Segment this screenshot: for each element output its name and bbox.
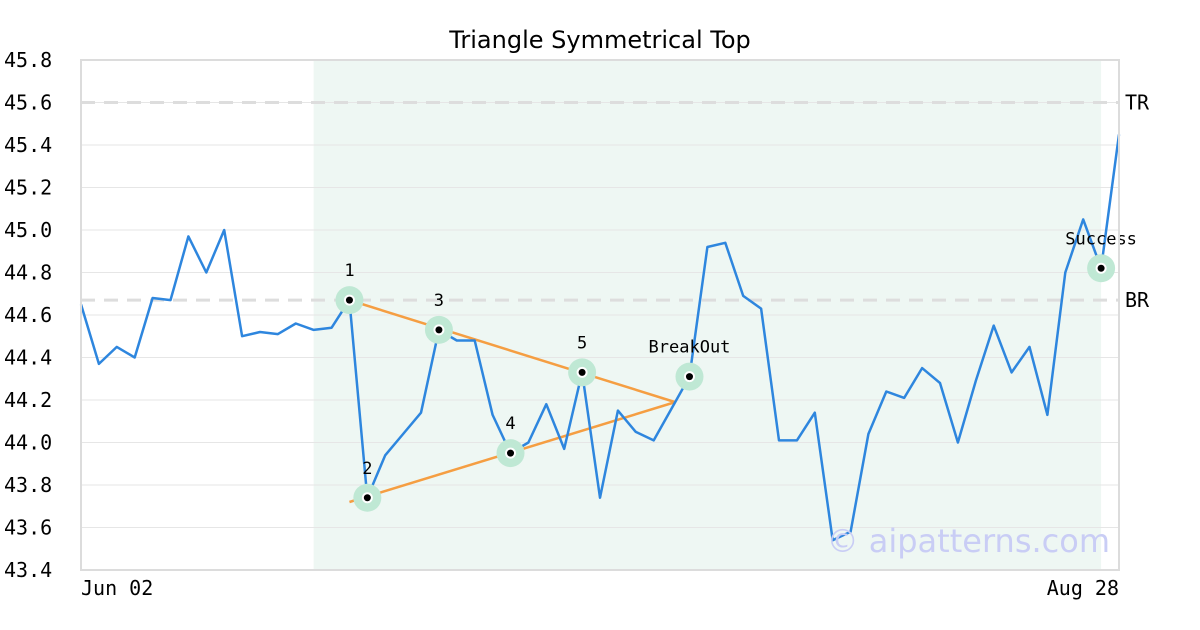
y-tick-label: 44.2 [4,388,52,412]
y-tick-label: 45.8 [4,48,52,72]
price-series [79,134,1121,542]
y-tick-label: 44.6 [4,303,52,327]
y-tick-label: 44.0 [4,431,52,455]
chart-title: Triangle Symmetrical Top [448,26,751,54]
point-label: BreakOut [649,338,731,358]
point-label: 1 [344,261,354,281]
pattern-points: 1 2 3 4 5 BreakOut Success [335,229,1137,512]
y-tick-label: 45.2 [4,176,52,200]
y-axis-ticks: 45.8 45.6 45.4 45.2 45.0 44.8 44.6 44.4 44.2 44.0… [4,48,52,582]
y-tick-label: 43.8 [4,473,52,497]
y-tick-label: 43.4 [4,558,52,582]
y-tick-label: 43.6 [4,516,52,540]
point-dot [507,449,515,457]
point-dot [685,373,693,381]
point-dot [578,368,586,376]
y-tick-label: 45.6 [4,91,52,115]
x-axis-ticks: Jun 02 Aug 28 [81,576,1119,600]
point-dot [1097,264,1105,272]
reference-lines: TR BR [81,91,1150,312]
reference-label-br: BR [1125,288,1150,312]
x-tick-label: Aug 28 [1047,576,1119,600]
reference-label-tr: TR [1125,91,1150,115]
point-label: 4 [505,414,515,434]
y-tick-label: 44.8 [4,261,52,285]
series-line [79,134,1121,542]
point-label: 2 [362,459,372,479]
point-label: Success [1065,229,1137,249]
point-dot [345,296,353,304]
y-tick-label: 44.4 [4,346,52,370]
y-tick-label: 45.0 [4,218,52,242]
point-label: 5 [577,333,587,353]
point-dot [435,326,443,334]
y-tick-label: 45.4 [4,133,52,157]
watermark: © aipatterns.com [827,522,1110,560]
point-dot [363,494,371,502]
trendline [349,298,676,404]
plot-frame [80,59,1120,571]
point-label: 3 [434,291,444,311]
x-tick-label: Jun 02 [81,576,153,600]
